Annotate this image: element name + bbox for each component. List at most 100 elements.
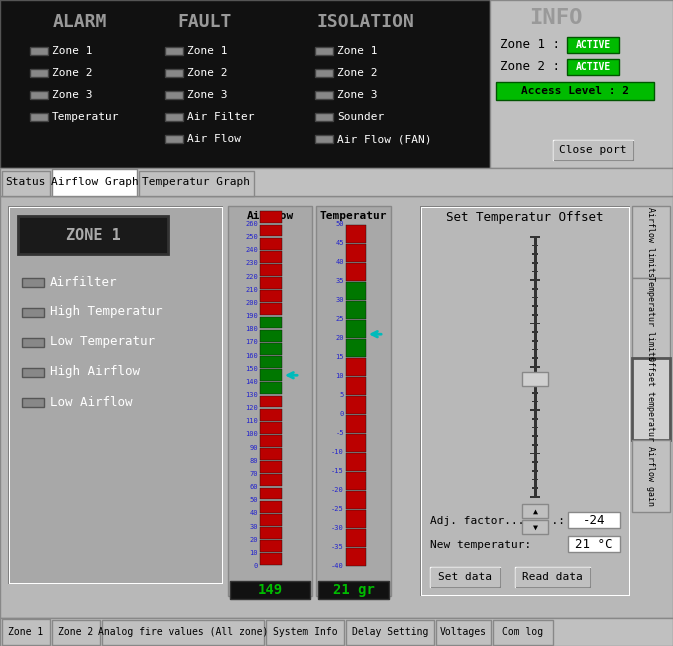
Text: Analog fire values (All zone): Analog fire values (All zone) [98,627,268,637]
Text: 220: 220 [245,274,258,280]
Bar [346,415,366,433]
Bar [165,135,183,143]
Bar [315,113,333,121]
Text: 180: 180 [245,326,258,332]
Bar [0,0,490,168]
Bar [0,168,673,170]
Text: 60: 60 [250,484,258,490]
Bar [8,206,223,584]
Text: Zone 2 :: Zone 2 : [500,59,560,72]
Bar [431,568,500,587]
Bar [493,620,553,645]
Text: New temperatur:: New temperatur: [430,540,531,550]
Text: 30: 30 [336,297,344,303]
Text: ACTIVE: ACTIVE [575,40,610,50]
Text: 130: 130 [245,392,258,398]
Text: -15: -15 [331,468,344,474]
Bar [516,568,589,586]
Bar [532,444,538,446]
Text: Airflow Graph: Airflow Graph [50,177,139,187]
Bar [18,216,168,254]
Bar [567,59,619,75]
Text: 40: 40 [250,510,258,516]
Text: Temperatur limits: Temperatur limits [647,275,656,360]
Bar [315,91,333,99]
Text: Zone 1: Zone 1 [337,46,378,56]
Bar [346,300,366,318]
Text: Low Temperatur: Low Temperatur [50,335,155,348]
Bar [346,528,366,547]
Text: ▲: ▲ [532,506,538,516]
Text: Airflow gain: Airflow gain [647,446,656,506]
Bar [346,320,366,338]
Bar [260,211,282,224]
Bar [530,322,540,324]
Text: 160: 160 [245,353,258,359]
Text: Status: Status [6,177,46,187]
Text: ▼: ▼ [532,523,538,532]
Text: 100: 100 [245,432,258,437]
Bar [532,383,538,385]
Bar [346,262,366,281]
Bar [532,297,538,298]
Text: Temperatur: Temperatur [320,211,387,221]
Bar [315,69,333,77]
Bar [532,479,538,480]
Bar [532,349,538,350]
Bar [260,356,282,368]
Bar [532,461,538,463]
Text: Sounder: Sounder [337,112,384,122]
Text: -5: -5 [336,430,344,436]
Bar [346,472,366,490]
Text: 0: 0 [340,411,344,417]
Bar [260,540,282,552]
Bar [532,357,538,359]
Text: Offset temperatur: Offset temperatur [647,357,656,441]
Bar [532,262,538,264]
Text: ACTIVE: ACTIVE [575,62,610,72]
Text: 20: 20 [336,335,344,341]
Bar [260,329,282,342]
Text: 120: 120 [245,405,258,411]
Bar [260,474,282,486]
Bar [2,619,50,645]
Text: ALARM: ALARM [52,13,107,31]
Text: Zone 2: Zone 2 [52,68,92,78]
Bar [422,208,629,595]
Text: 10: 10 [336,373,344,379]
Bar [532,392,538,393]
Bar [346,357,366,376]
Bar [534,236,537,496]
Text: 10: 10 [250,550,258,556]
Bar [430,567,500,587]
Text: Zone 1: Zone 1 [187,46,227,56]
Text: 15: 15 [336,354,344,360]
Text: 210: 210 [245,287,258,293]
Text: Adj. factor........:: Adj. factor........: [430,516,565,526]
Bar [532,426,538,428]
Bar [52,169,137,196]
Text: Access Level : 2: Access Level : 2 [521,86,629,96]
Bar [346,377,366,395]
Text: 5: 5 [340,392,344,398]
Text: -35: -35 [331,544,344,550]
Bar [530,236,540,238]
Bar [260,304,282,315]
Bar [260,317,282,328]
Bar [532,401,538,402]
Text: ZONE 1: ZONE 1 [66,227,120,242]
Bar [165,113,183,121]
Bar [516,568,590,587]
Bar [632,278,670,358]
Text: 0: 0 [254,563,258,569]
Text: 35: 35 [336,278,344,284]
Bar [260,290,282,302]
Bar [260,343,282,355]
Bar [346,244,366,262]
Bar [165,91,183,99]
Text: Zone 2: Zone 2 [187,68,227,78]
Text: -40: -40 [331,563,344,569]
Text: Temperatur Graph: Temperatur Graph [143,177,250,187]
Bar [346,548,366,566]
Bar [30,47,48,55]
